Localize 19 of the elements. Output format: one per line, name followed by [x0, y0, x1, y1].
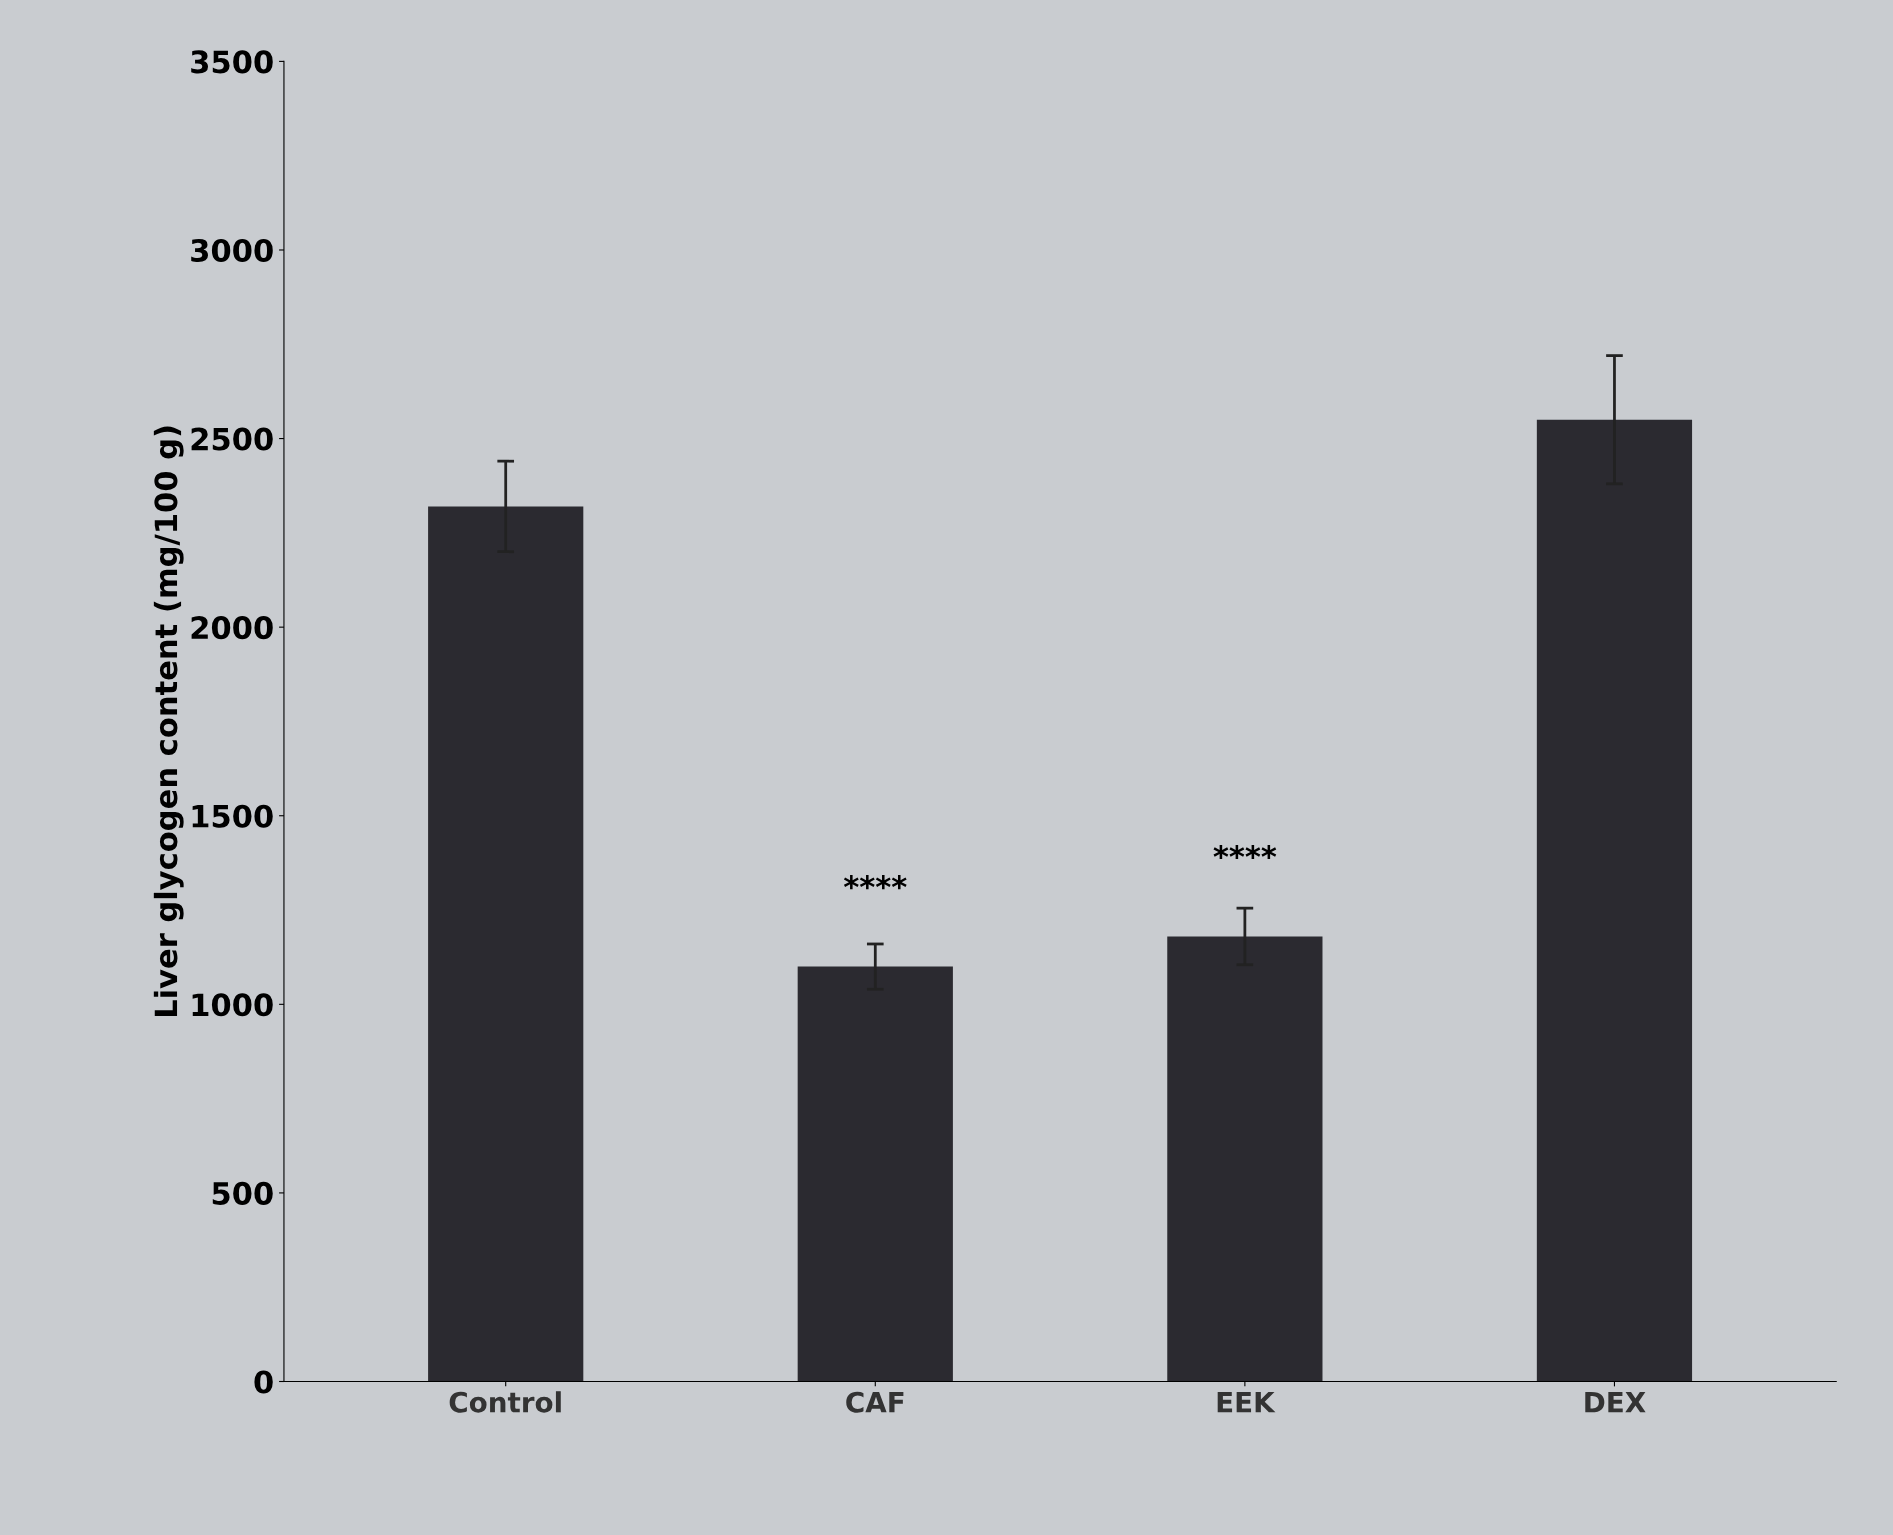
y-tick-label: 0 [254, 1370, 273, 1394]
annotation: **** [843, 875, 907, 890]
y-tick-label: 1500 [192, 804, 273, 828]
x-tick-label: CAF [846, 1391, 904, 1413]
y-tick-label: 500 [212, 1181, 273, 1205]
y-tick-label: 2500 [191, 427, 273, 451]
x-tick-label: Control [449, 1391, 561, 1413]
y-tick-label: 3000 [191, 238, 273, 263]
x-tick-label: DEX [1585, 1392, 1646, 1413]
bar [428, 506, 584, 1382]
y-axis-title: Liver glycogen content (mg/100 g) [153, 426, 184, 1017]
bar [1536, 419, 1693, 1382]
bar [797, 966, 953, 1382]
bar [1167, 936, 1323, 1382]
y-tick-label: 1000 [192, 993, 273, 1017]
annotation: **** [1213, 844, 1277, 860]
x-tick-label: EEK [1217, 1392, 1276, 1413]
y-tick-label: 2000 [191, 616, 273, 640]
y-tick-label: 3500 [191, 50, 273, 74]
